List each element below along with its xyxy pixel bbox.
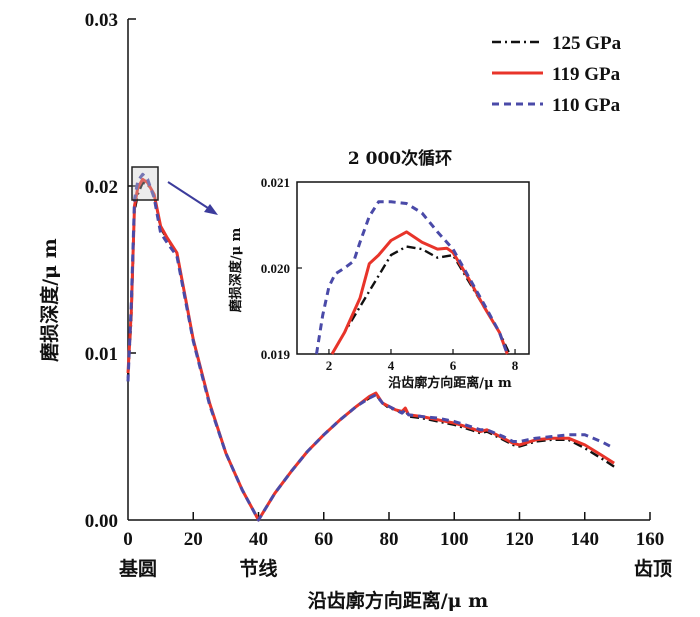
- series-line-110-gpa: [126, 172, 615, 522]
- x-annotation-label: 齿顶: [634, 558, 672, 580]
- x-annotation-label: 基圆: [118, 557, 157, 580]
- inset-series: [315, 200, 510, 355]
- y-tick-label: 0.00: [85, 511, 118, 532]
- main-x-annotations: 基圆 节线 齿顶: [118, 557, 672, 580]
- legend-label: 110 GPa: [552, 95, 621, 116]
- inset-chart: 2 000次循环 2 4 6 8 0.019 0.020 0.021 沿齿廓方向距离/μ …: [228, 148, 530, 391]
- x-tick-label: 100: [440, 529, 469, 550]
- x-tick-label: 80: [380, 529, 399, 550]
- y-tick-label: 0.03: [85, 10, 118, 31]
- inset-series-line-110-gpa: [315, 200, 509, 355]
- series-line-119-gpa: [126, 177, 615, 522]
- x-tick-label: 120: [505, 529, 534, 550]
- inset-x-tick-label: 8: [512, 358, 519, 373]
- main-x-axis-title: 沿齿廓方向距离/μ m: [308, 589, 489, 612]
- main-series: [126, 172, 615, 522]
- x-tick-label: 20: [184, 529, 203, 550]
- inset-y-tick-label: 0.020: [261, 261, 290, 276]
- inset-y-tick-label: 0.019: [261, 347, 291, 362]
- main-y-axis-title: 磨损深度/μ m: [38, 238, 61, 363]
- x-tick-label: 60: [314, 529, 333, 550]
- main-y-ticks: 0.00 0.01 0.02 0.03: [85, 10, 136, 532]
- x-annotation-label: 节线: [239, 557, 277, 580]
- inset-x-ticks: 2 4 6 8: [326, 349, 519, 373]
- inset-y-tick-label: 0.021: [261, 175, 290, 190]
- inset-x-tick-label: 2: [326, 358, 333, 373]
- inset-x-tick-label: 6: [450, 358, 457, 373]
- x-tick-label: 0: [123, 529, 133, 550]
- legend-label: 119 GPa: [552, 64, 621, 85]
- y-tick-label: 0.01: [85, 344, 118, 365]
- main-x-ticks: 0 20 40 60 80 100 120 140 160: [123, 512, 664, 550]
- inset-y-ticks: 0.019 0.020 0.021: [261, 175, 302, 362]
- inset-y-axis-title: 磨损深度/μ m: [228, 227, 244, 312]
- x-tick-label: 40: [249, 529, 268, 550]
- legend-label: 125 GPa: [552, 33, 622, 54]
- x-tick-label: 140: [571, 529, 600, 550]
- inset-x-axis-title: 沿齿廓方向距离/μ m: [388, 375, 512, 391]
- legend: 125 GPa 119 GPa 110 GPa: [492, 33, 622, 116]
- inset-x-tick-label: 4: [388, 358, 395, 373]
- x-tick-label: 160: [636, 529, 665, 550]
- y-tick-label: 0.02: [85, 177, 118, 198]
- zoom-arrow: [167, 181, 218, 215]
- zoom-region-box: [131, 166, 159, 201]
- inset-title: 2 000次循环: [348, 148, 452, 169]
